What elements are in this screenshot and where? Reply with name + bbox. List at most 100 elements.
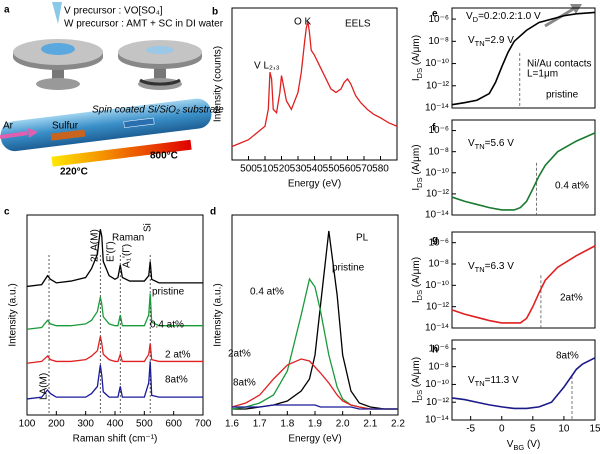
x-tick-label: 600 <box>165 419 182 430</box>
plot-frame <box>231 214 399 416</box>
y-axis-label: IDS (A/μm) <box>411 144 425 190</box>
series-label: 0.4 at% <box>555 181 589 192</box>
pipette <box>52 2 62 24</box>
panel-letter: a <box>4 5 10 16</box>
annotation: A₁'(Γ) <box>122 244 133 268</box>
series-label: 2at% <box>560 293 583 304</box>
series-label: 0.4 at% <box>250 287 284 298</box>
threshold-label-part: =11.3 V <box>485 375 519 386</box>
x-tick-label: 540 <box>306 164 323 175</box>
annotation: Si <box>143 223 154 232</box>
y-axis-label: Intensity (a.u.) <box>8 283 19 346</box>
panel-letter: h <box>432 345 438 356</box>
series-line <box>26 293 203 330</box>
y-tick-label: 10⁻⁸ <box>428 36 449 47</box>
x-tick-label: 300 <box>77 419 94 430</box>
y-tick-label: 10⁻¹² <box>426 80 450 91</box>
x-axis-label: VBG (V) <box>507 439 541 453</box>
threshold-label-part: TN <box>475 379 485 388</box>
series-line <box>231 358 398 410</box>
annotation: 2LA(M) <box>90 229 101 262</box>
y-tick-label: 10⁻¹² <box>426 189 450 200</box>
annotation: E'(Γ) <box>106 241 117 262</box>
x-tick-label: 700 <box>195 419 212 430</box>
y-axis-label-part: I <box>411 400 422 403</box>
gas-arrow-head <box>28 128 38 138</box>
series-label: 0.4 at% <box>150 320 184 331</box>
panel-letter: d <box>210 207 216 218</box>
y-tick-label: 10⁻⁸ <box>428 259 449 270</box>
x-axis-label-part: (V) <box>524 439 540 450</box>
chart-title: Raman <box>112 233 144 244</box>
x-axis-label: Energy (eV) <box>288 179 341 190</box>
x-tick-label: 1.6 <box>225 419 239 430</box>
x-tick-label: 100 <box>19 419 36 430</box>
series-label: 8at% <box>556 351 579 362</box>
substrate-label: Spin coated Si/SiO₂ substrate <box>92 105 224 116</box>
temperature-label: 220°C <box>60 167 88 178</box>
y-axis-label-part: (A/μm) <box>411 144 422 177</box>
series-line <box>26 336 203 364</box>
annotation: LA(M) <box>39 373 50 400</box>
y-axis-label: IDS (A/μm) <box>411 35 425 81</box>
y-axis-label: Intensity (a.u.) <box>213 283 224 346</box>
panel-letter: e <box>432 9 438 20</box>
chart-title: EELS <box>345 19 371 30</box>
plot-frame <box>451 231 596 329</box>
temperature-label: 800°C <box>150 151 178 162</box>
threshold-label-part: V <box>468 35 475 46</box>
panel-letter: c <box>4 207 10 218</box>
series-line <box>451 245 596 324</box>
y-axis-label-part: DS <box>415 177 424 187</box>
film <box>146 46 174 54</box>
series-label: pristine <box>546 90 579 101</box>
y-tick-label: 10⁻¹² <box>426 397 450 408</box>
x-tick-label: 570 <box>356 164 373 175</box>
x-axis-label-part: BG <box>513 443 524 452</box>
schematic: a V precursor : VO[SO₄] W precursor : AM… <box>0 2 224 178</box>
panel-letter: g <box>432 235 438 246</box>
threshold-label-part: =2.9 V <box>485 35 515 46</box>
threshold-label: VTN=6.3 V <box>468 261 514 275</box>
series-label: 2at% <box>228 349 251 360</box>
x-tick-label: 2.0 <box>336 419 350 430</box>
y-tick-label: 10⁻⁸ <box>428 146 449 157</box>
y-axis-label-part: (A/μm) <box>411 35 422 68</box>
x-tick-label: 530 <box>290 164 307 175</box>
x-tick-label: 2.2 <box>391 419 405 430</box>
y-tick-label: 10⁻¹⁴ <box>425 103 449 114</box>
threshold-label-part: TN <box>475 142 485 151</box>
y-axis-label-part: I <box>411 78 422 81</box>
series-line <box>26 361 203 400</box>
sulfur-boat <box>50 129 86 141</box>
threshold-label-part: TN <box>475 265 485 274</box>
plot-frame <box>451 339 596 421</box>
chart-title: PL <box>356 233 369 244</box>
bias-note-part: V <box>466 11 473 22</box>
x-tick-label: 2.1 <box>363 419 377 430</box>
x-axis-label: Raman shift (cm⁻¹) <box>73 434 158 445</box>
y-axis-label: IDS (A/μm) <box>411 257 425 303</box>
series-line <box>232 230 398 410</box>
panel-letter: f <box>432 123 436 134</box>
y-axis-label-part: DS <box>415 68 424 78</box>
y-axis-label-part: (A/μm) <box>411 357 422 390</box>
series-label: pristine <box>152 287 185 298</box>
series-label: 2 at% <box>165 350 191 361</box>
series-line <box>26 229 203 288</box>
note-arrow-head <box>570 4 582 14</box>
x-tick-label: 500 <box>240 164 257 175</box>
plot-frame <box>451 7 596 109</box>
x-tick-label: 400 <box>107 419 124 430</box>
plot-frame <box>231 7 398 161</box>
y-axis-label: Intensity (counts) <box>213 46 224 122</box>
y-tick-label: 10⁻¹⁰ <box>425 280 449 291</box>
threshold-label: VTN=5.6 V <box>468 138 514 152</box>
annotation: O K <box>294 17 312 28</box>
y-axis-label-part: DS <box>415 390 424 400</box>
contacts-note: Ni/Au contacts <box>527 59 591 70</box>
x-tick-label: 580 <box>372 164 389 175</box>
threshold-label-part: =5.6 V <box>485 138 515 149</box>
spinner-base <box>36 78 80 90</box>
